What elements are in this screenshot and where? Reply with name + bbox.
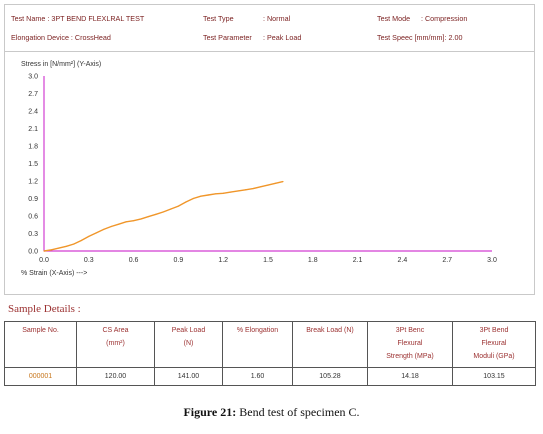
data-point — [125, 221, 127, 223]
data-point — [73, 243, 75, 245]
table-row: 000001 120.00 141.00 1.60 105.28 14.18 103.15 — [4, 367, 536, 386]
y-tick-label: 0.3 — [28, 231, 38, 238]
test-info-header: Test Name : 3PT BEND FLEXLRAL TEST Elong… — [4, 4, 535, 52]
data-point — [200, 195, 202, 197]
data-point — [147, 215, 150, 218]
table-header-row: Sample No. CS Area (mm²) Peak Load (N)% Elon… — [4, 321, 536, 368]
data-point — [103, 228, 105, 231]
y-tick-label: 0.0 — [28, 249, 38, 256]
data-point — [43, 250, 45, 252]
stress-strain-line — [43, 180, 284, 252]
column-header: Peak Load (N) — [154, 321, 223, 368]
data-point — [155, 213, 157, 215]
test-name: Test Name : 3PT BEND FLEXLRAL TEST — [11, 14, 145, 23]
data-point — [215, 193, 217, 195]
test-type-label: Test Type — [203, 14, 234, 23]
data-point — [207, 194, 209, 196]
figure-caption: Figure 21: Bend test of specimen C. — [0, 405, 543, 420]
sample-details-title: Sample Details : — [8, 303, 81, 315]
x-tick-label: 1.5 — [263, 257, 273, 264]
data-point — [58, 247, 60, 249]
test-mode-value: : Compression — [421, 14, 468, 23]
data-point — [267, 184, 269, 186]
table-cell: 1.60 — [222, 367, 293, 386]
column-header: CS Area (mm²) — [76, 321, 155, 368]
y-tick-label: 1.5 — [28, 161, 38, 168]
table-cell: 120.00 — [76, 367, 155, 386]
y-tick-label: 1.8 — [28, 144, 38, 151]
data-point — [259, 186, 262, 188]
data-point — [230, 191, 232, 193]
y-tick-label: 0.6 — [28, 214, 38, 221]
x-tick-label: 0.6 — [129, 257, 139, 264]
data-point — [95, 232, 97, 234]
figure-text: Bend test of specimen C. — [236, 405, 360, 419]
x-tick-label: 1.8 — [308, 257, 318, 264]
data-point — [252, 187, 254, 190]
data-point — [88, 235, 90, 238]
data-point — [237, 190, 239, 192]
y-tick-label: 1.2 — [28, 179, 38, 186]
data-point — [140, 218, 142, 220]
table-cell: 141.00 — [154, 367, 223, 386]
test-type-value: : Normal — [263, 14, 291, 23]
test-mode-label: Test Mode — [377, 14, 411, 23]
column-header: Break Load (N) — [292, 321, 368, 368]
table-cell: 105.28 — [292, 367, 368, 386]
test-speed: Test Speec [mm/mm]: 2.00 — [377, 33, 463, 42]
y-tick-label: 0.9 — [28, 196, 38, 203]
y-tick-label: 2.4 — [28, 109, 38, 116]
data-point — [80, 239, 82, 242]
x-tick-label: 0.0 — [39, 257, 49, 264]
table-cell: 000001 — [4, 367, 77, 386]
x-tick-label: 3.0 — [487, 257, 497, 264]
y-tick-label: 2.7 — [28, 91, 38, 98]
x-tick-label: 1.2 — [218, 257, 228, 264]
data-point — [177, 205, 179, 207]
test-parameter-label: Test Parameter — [203, 33, 252, 42]
table-cell: 14.18 — [367, 367, 453, 386]
data-point — [192, 197, 194, 200]
data-point — [50, 249, 53, 251]
data-point — [133, 220, 135, 222]
x-tick-label: 2.4 — [398, 257, 408, 264]
data-point — [118, 223, 120, 225]
x-axis-label: % Strain (X-Axis) ---> — [21, 270, 87, 277]
data-point — [245, 189, 247, 191]
x-tick-label: 0.3 — [84, 257, 94, 264]
data-point — [170, 208, 172, 210]
x-tick-label: 2.1 — [353, 257, 363, 264]
column-header: % Elongation — [222, 321, 293, 368]
figure-label: Figure 21: — [183, 405, 237, 419]
data-point — [185, 201, 187, 203]
column-header: 3Pt Benc Flexural Strength (MPa) — [367, 321, 453, 368]
test-parameter-value: : Peak Load — [263, 33, 302, 42]
stress-strain-chart: Stress in [N/mm²] (Y-Axis) % Strain (X-A… — [21, 61, 497, 277]
x-tick-label: 2.7 — [442, 257, 452, 264]
y-tick-label: 3.0 — [28, 74, 38, 81]
data-point — [282, 180, 284, 183]
y-tick-label: 2.1 — [28, 126, 38, 133]
elongation-device: Elongation Device : CrossHead — [11, 33, 111, 42]
y-axis-label: Stress in [N/mm²] (Y-Axis) — [21, 61, 101, 68]
chart-panel: Stress in [N/mm²] (Y-Axis) % Strain (X-A… — [4, 51, 535, 295]
data-point — [110, 225, 112, 228]
table-cell: 103.15 — [452, 367, 536, 386]
x-tick-label: 0.9 — [174, 257, 184, 264]
data-point — [222, 192, 224, 194]
sample-details-table: Sample No. CS Area (mm²) Peak Load (N)% Elon… — [4, 321, 536, 386]
data-point — [274, 182, 277, 184]
column-header: Sample No. — [4, 321, 77, 368]
data-point — [162, 211, 165, 213]
column-header: 3Pt Bend Flexural Moduli (GPa) — [452, 321, 536, 368]
data-point — [65, 245, 67, 247]
